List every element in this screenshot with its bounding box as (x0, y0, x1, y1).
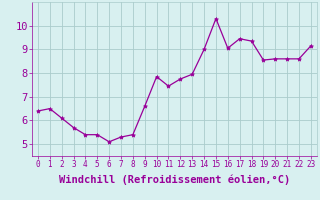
X-axis label: Windchill (Refroidissement éolien,°C): Windchill (Refroidissement éolien,°C) (59, 175, 290, 185)
